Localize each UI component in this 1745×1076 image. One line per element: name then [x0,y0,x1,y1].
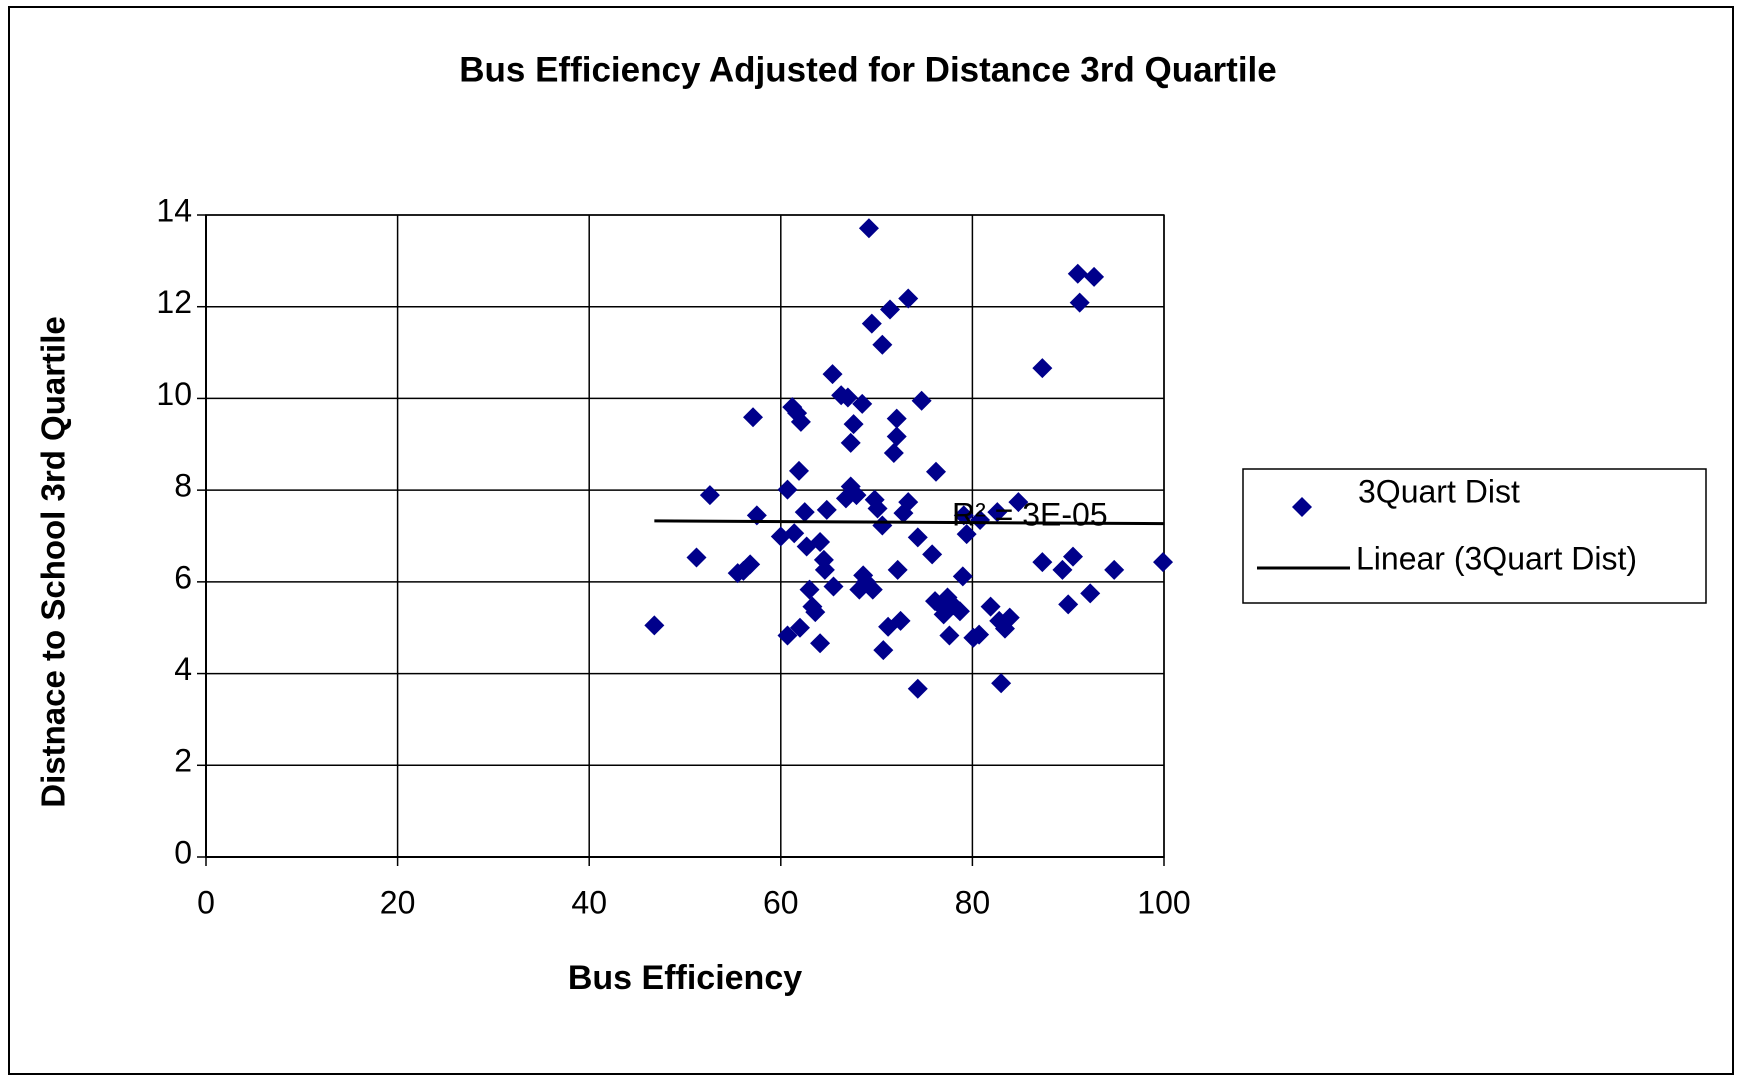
point [867,498,888,519]
point [740,554,761,575]
point [840,432,861,453]
plot-area [205,214,1165,858]
y-axis-label: Distnace to School 3rd Quartile [35,316,72,807]
point [814,559,835,580]
y-tick-label: 12 [156,284,192,320]
point [1069,292,1090,313]
legend-box [1242,468,1707,604]
point [898,288,919,309]
point [852,393,873,414]
point [907,678,928,699]
point [843,414,864,435]
point [810,633,831,654]
trendline [654,519,1165,526]
point [837,387,858,408]
point [949,601,970,622]
x-tick-label: 60 [763,884,799,920]
y-tick-label: 14 [156,192,192,228]
point [1062,546,1083,567]
point [777,479,798,500]
point [862,579,883,600]
y-tick-label: 10 [156,376,192,412]
point [911,390,932,411]
x-tick-label: 0 [197,884,215,920]
point [770,526,791,547]
point [1032,552,1053,573]
point [644,615,665,636]
y-tick-label: 2 [174,743,192,779]
point [699,485,720,506]
legend-label: Linear (3Quart Dist) [1356,540,1637,576]
point [789,460,810,481]
legend-marker [1292,497,1312,517]
point [880,299,901,320]
point [907,527,928,548]
point [794,502,815,523]
point [953,505,974,526]
point [1032,358,1053,379]
point [887,559,908,580]
point [883,442,904,463]
point [872,515,893,536]
point [925,461,946,482]
point [956,524,977,545]
x-tick-label: 100 [1137,884,1190,920]
x-tick-label: 40 [571,884,607,920]
point [970,509,991,530]
point [743,407,764,428]
point [1080,583,1101,604]
point [999,607,1020,628]
point [822,364,843,385]
point [1008,492,1029,513]
point [810,531,831,552]
point [872,334,893,355]
point [922,544,943,565]
point [991,673,1012,694]
y-tick-label: 6 [174,559,192,595]
point [805,602,826,623]
point [1104,559,1125,580]
point [886,408,907,429]
point [980,596,1001,617]
point [799,579,820,600]
y-tick-label: 0 [174,834,192,870]
point [823,576,844,597]
point [969,624,990,645]
x-tick-label: 20 [380,884,416,920]
x-axis-label: Bus Efficiency [568,959,802,997]
point [789,617,810,638]
y-tick-label: 4 [174,651,192,687]
point [846,485,867,506]
point [816,499,837,520]
legend: 3Quart Dist Linear (3Quart Dist) [1242,468,1707,604]
y-tick-label: 8 [174,468,192,504]
point [1153,552,1174,573]
annotation: R² = 3E-05 [952,496,1108,532]
point [952,566,973,587]
point [861,313,882,334]
point [886,426,907,447]
point [784,523,805,544]
chart-title: Bus Efficiency Adjusted for Distance 3rd… [459,50,1277,89]
point [1058,594,1079,615]
point [686,547,707,568]
point [898,492,919,513]
point [1084,266,1105,287]
marks: R² = 3E-05 [644,218,1174,699]
x-tick-label: 80 [955,884,991,920]
point [1052,559,1073,580]
legend-label: 3Quart Dist [1358,473,1520,509]
point [1067,263,1088,284]
point [858,218,879,239]
point [790,411,811,432]
point [890,610,911,631]
point [873,640,894,661]
point [777,625,798,646]
point [939,625,960,646]
grid: 0 2 4 6 8 10 12 14 0 20 40 60 80 100 [156,192,1190,920]
point [987,502,1008,523]
